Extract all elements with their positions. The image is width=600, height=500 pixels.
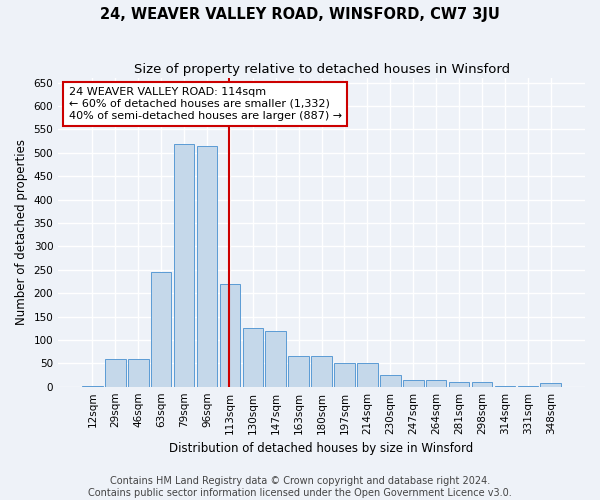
X-axis label: Distribution of detached houses by size in Winsford: Distribution of detached houses by size … xyxy=(169,442,474,455)
Bar xyxy=(334,364,355,386)
Bar xyxy=(311,356,332,386)
Bar xyxy=(403,380,424,386)
Bar xyxy=(380,375,401,386)
Bar xyxy=(151,272,172,386)
Bar xyxy=(220,284,240,386)
Bar xyxy=(242,328,263,386)
Bar xyxy=(449,382,469,386)
Y-axis label: Number of detached properties: Number of detached properties xyxy=(15,140,28,326)
Bar xyxy=(105,358,125,386)
Text: 24, WEAVER VALLEY ROAD, WINSFORD, CW7 3JU: 24, WEAVER VALLEY ROAD, WINSFORD, CW7 3J… xyxy=(100,8,500,22)
Bar xyxy=(289,356,309,386)
Bar xyxy=(541,383,561,386)
Bar xyxy=(265,330,286,386)
Bar xyxy=(426,380,446,386)
Bar xyxy=(472,382,493,386)
Bar xyxy=(357,364,378,386)
Text: 24 WEAVER VALLEY ROAD: 114sqm
← 60% of detached houses are smaller (1,332)
40% o: 24 WEAVER VALLEY ROAD: 114sqm ← 60% of d… xyxy=(69,88,342,120)
Bar xyxy=(174,144,194,386)
Bar xyxy=(128,358,149,386)
Text: Contains HM Land Registry data © Crown copyright and database right 2024.
Contai: Contains HM Land Registry data © Crown c… xyxy=(88,476,512,498)
Title: Size of property relative to detached houses in Winsford: Size of property relative to detached ho… xyxy=(134,62,509,76)
Bar xyxy=(197,146,217,386)
